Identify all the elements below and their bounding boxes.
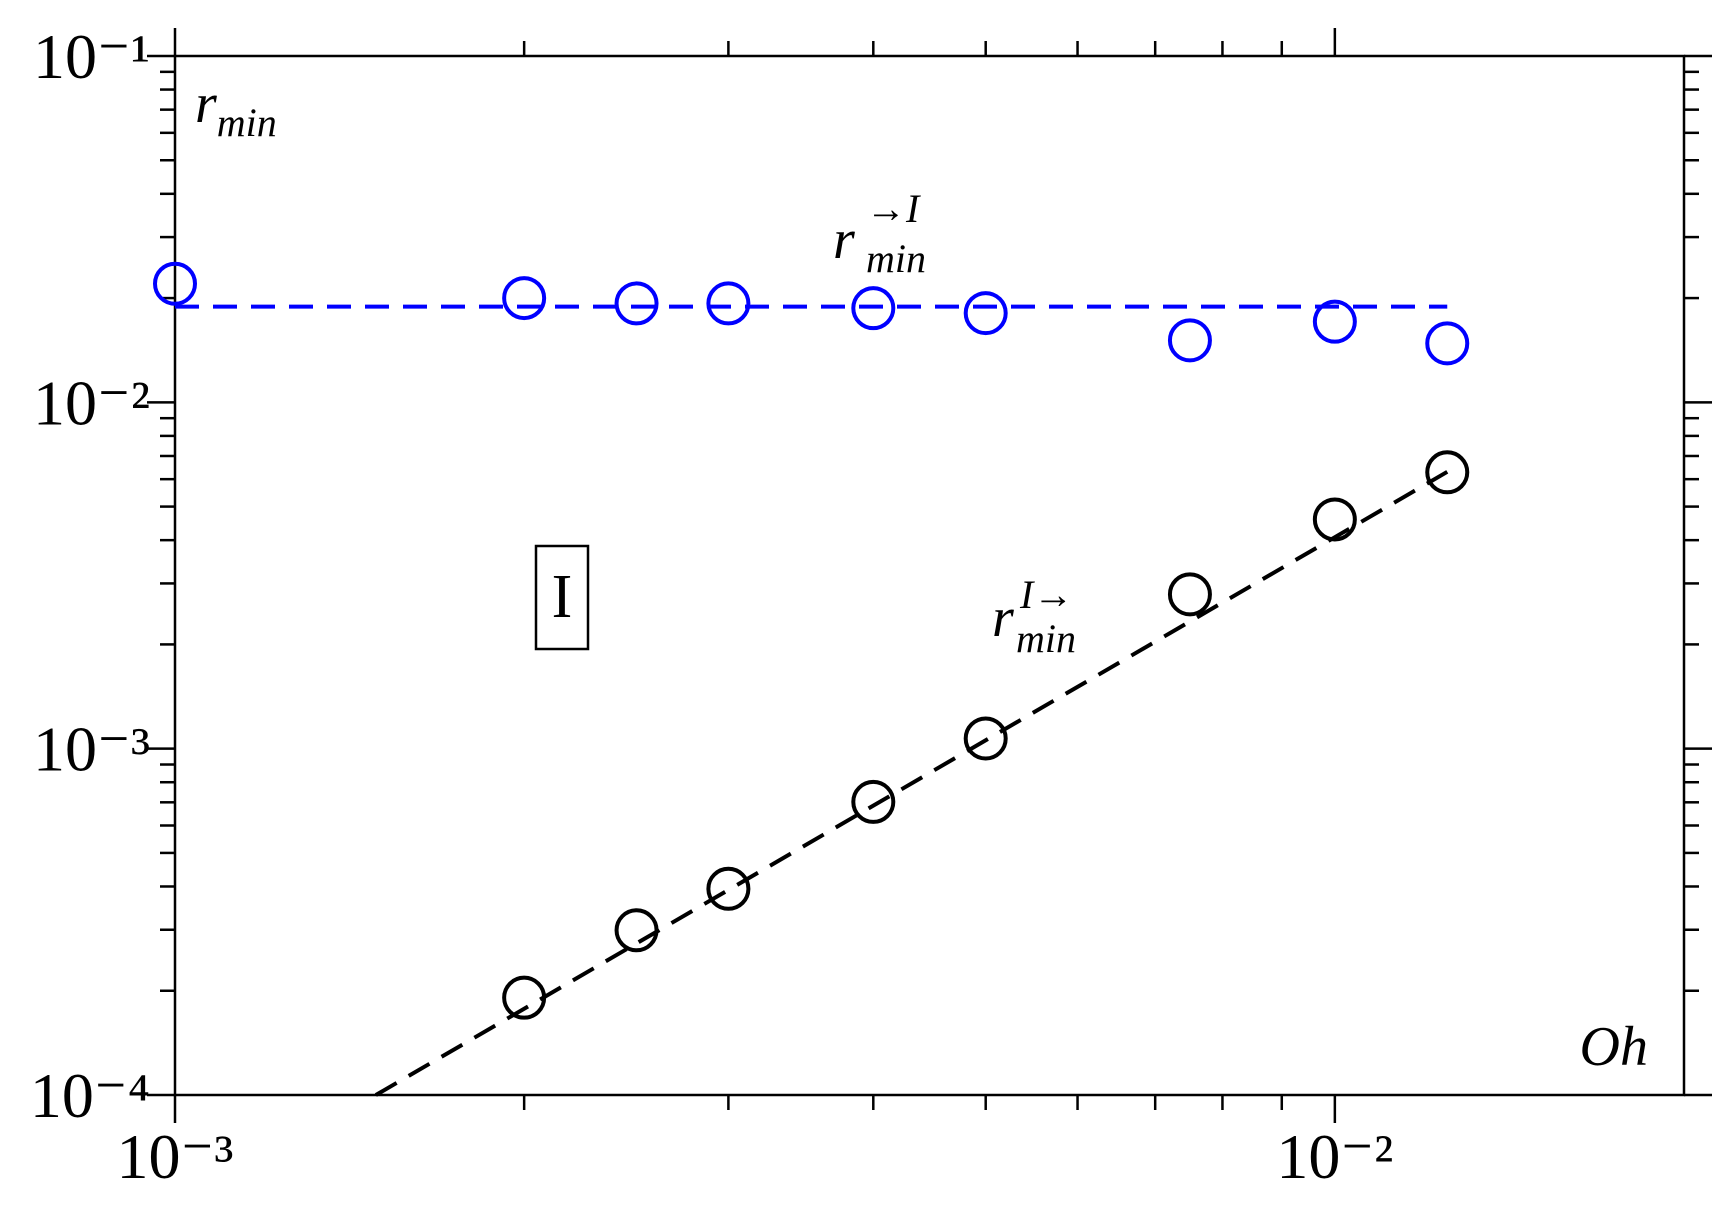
annotation: r→I min: [833, 186, 926, 281]
fit-line: [374, 470, 1449, 1097]
data-point: [1312, 299, 1357, 344]
annotation-sub: min: [1016, 616, 1076, 661]
annotation-sub: min: [866, 236, 926, 281]
y-tick-label: 10⁻³: [33, 714, 150, 785]
data-point: [706, 866, 751, 911]
annotation: I: [552, 563, 573, 631]
y-label-sub: min: [217, 100, 277, 145]
data-point: [614, 281, 659, 326]
x-axis-label: Oh: [1580, 1016, 1648, 1078]
y-tick-label: 10⁻²: [33, 367, 150, 438]
data-point: [1425, 450, 1470, 495]
data-point: [153, 261, 197, 306]
data-point: [1167, 572, 1212, 617]
data-point: [502, 276, 547, 321]
data-point: [1312, 497, 1357, 542]
plot-frame: [173, 54, 1686, 1097]
data-point: [706, 281, 751, 326]
y-axis-label: rmin: [195, 73, 277, 145]
data-point: [1425, 321, 1470, 366]
y-tick-label: 10⁻⁴: [30, 1060, 150, 1131]
data-point: [851, 286, 896, 331]
annotation-main: r: [992, 587, 1014, 649]
annotation-main: r: [833, 209, 855, 271]
y-label-main: r: [195, 73, 217, 135]
annotation-sup: →I: [866, 186, 921, 231]
data-point: [614, 908, 659, 953]
data-point: [963, 716, 1008, 761]
annotation: r I→ min: [992, 572, 1076, 661]
x-tick-label: 10⁻³: [117, 1121, 234, 1192]
data-point: [1167, 318, 1212, 363]
y-tick-label: 10⁻¹: [33, 21, 150, 92]
annotation-sup: I→: [1019, 572, 1073, 617]
annotation-box: [534, 544, 590, 651]
data-point: [502, 975, 547, 1020]
x-tick-label: 10⁻²: [1276, 1121, 1393, 1192]
data-point: [851, 779, 896, 824]
data-point: [963, 291, 1008, 336]
